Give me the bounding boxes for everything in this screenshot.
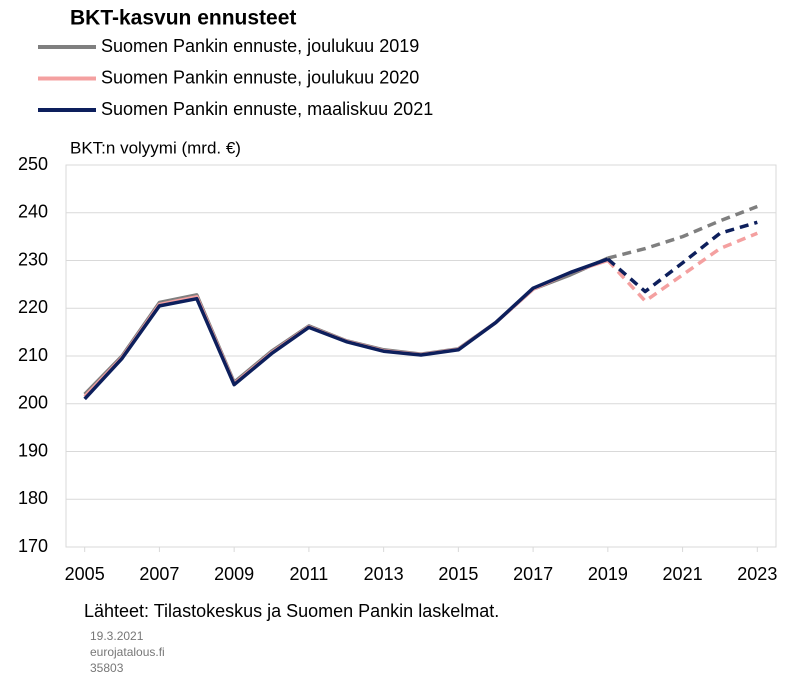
- legend-label: Suomen Pankin ennuste, maaliskuu 2021: [101, 99, 433, 119]
- y-tick-label: 250: [18, 154, 48, 174]
- legend-label: Suomen Pankin ennuste, joulukuu 2020: [101, 67, 419, 87]
- chart-title: BKT-kasvun ennusteet: [70, 7, 296, 30]
- x-tick-label: 2021: [663, 564, 703, 584]
- y-tick-label: 190: [18, 440, 48, 460]
- x-tick-label: 2009: [214, 564, 254, 584]
- plot-frame: [65, 164, 777, 548]
- y-tick-label: 220: [18, 297, 48, 317]
- y-tick-label: 240: [18, 202, 48, 222]
- x-tick-label: 2023: [737, 564, 777, 584]
- forecast-line: [607, 204, 758, 260]
- footnote: 35803: [90, 661, 124, 675]
- source: Lähteet: Tilastokeskus ja Suomen Pankin …: [84, 601, 499, 621]
- x-tick-label: 2011: [290, 564, 329, 584]
- x-tick-label: 2013: [364, 564, 404, 584]
- x-tick-label: 2015: [438, 564, 478, 584]
- x-tick-label: 2007: [139, 564, 179, 584]
- y-tick-label: 180: [18, 488, 48, 508]
- x-tick-label: 2005: [65, 564, 105, 584]
- forecast-line: [606, 220, 758, 294]
- y-tick-label: 230: [18, 249, 48, 269]
- footnote: eurojatalous.fi: [90, 645, 165, 659]
- y-tick-label: 200: [18, 393, 48, 413]
- x-tick-label: 2017: [513, 564, 553, 584]
- forecast-line: [606, 231, 758, 303]
- y-tick-label: 170: [18, 536, 48, 556]
- y-axis-label: BKT:n volyymi (mrd. €): [70, 138, 241, 157]
- y-tick-label: 210: [18, 345, 48, 365]
- history-line: [83, 258, 609, 398]
- legend-label: Suomen Pankin ennuste, joulukuu 2019: [101, 36, 419, 56]
- history-line: [83, 257, 609, 401]
- history-line: [83, 256, 609, 396]
- footnote: 19.3.2021: [90, 629, 144, 643]
- x-tick-label: 2019: [588, 564, 628, 584]
